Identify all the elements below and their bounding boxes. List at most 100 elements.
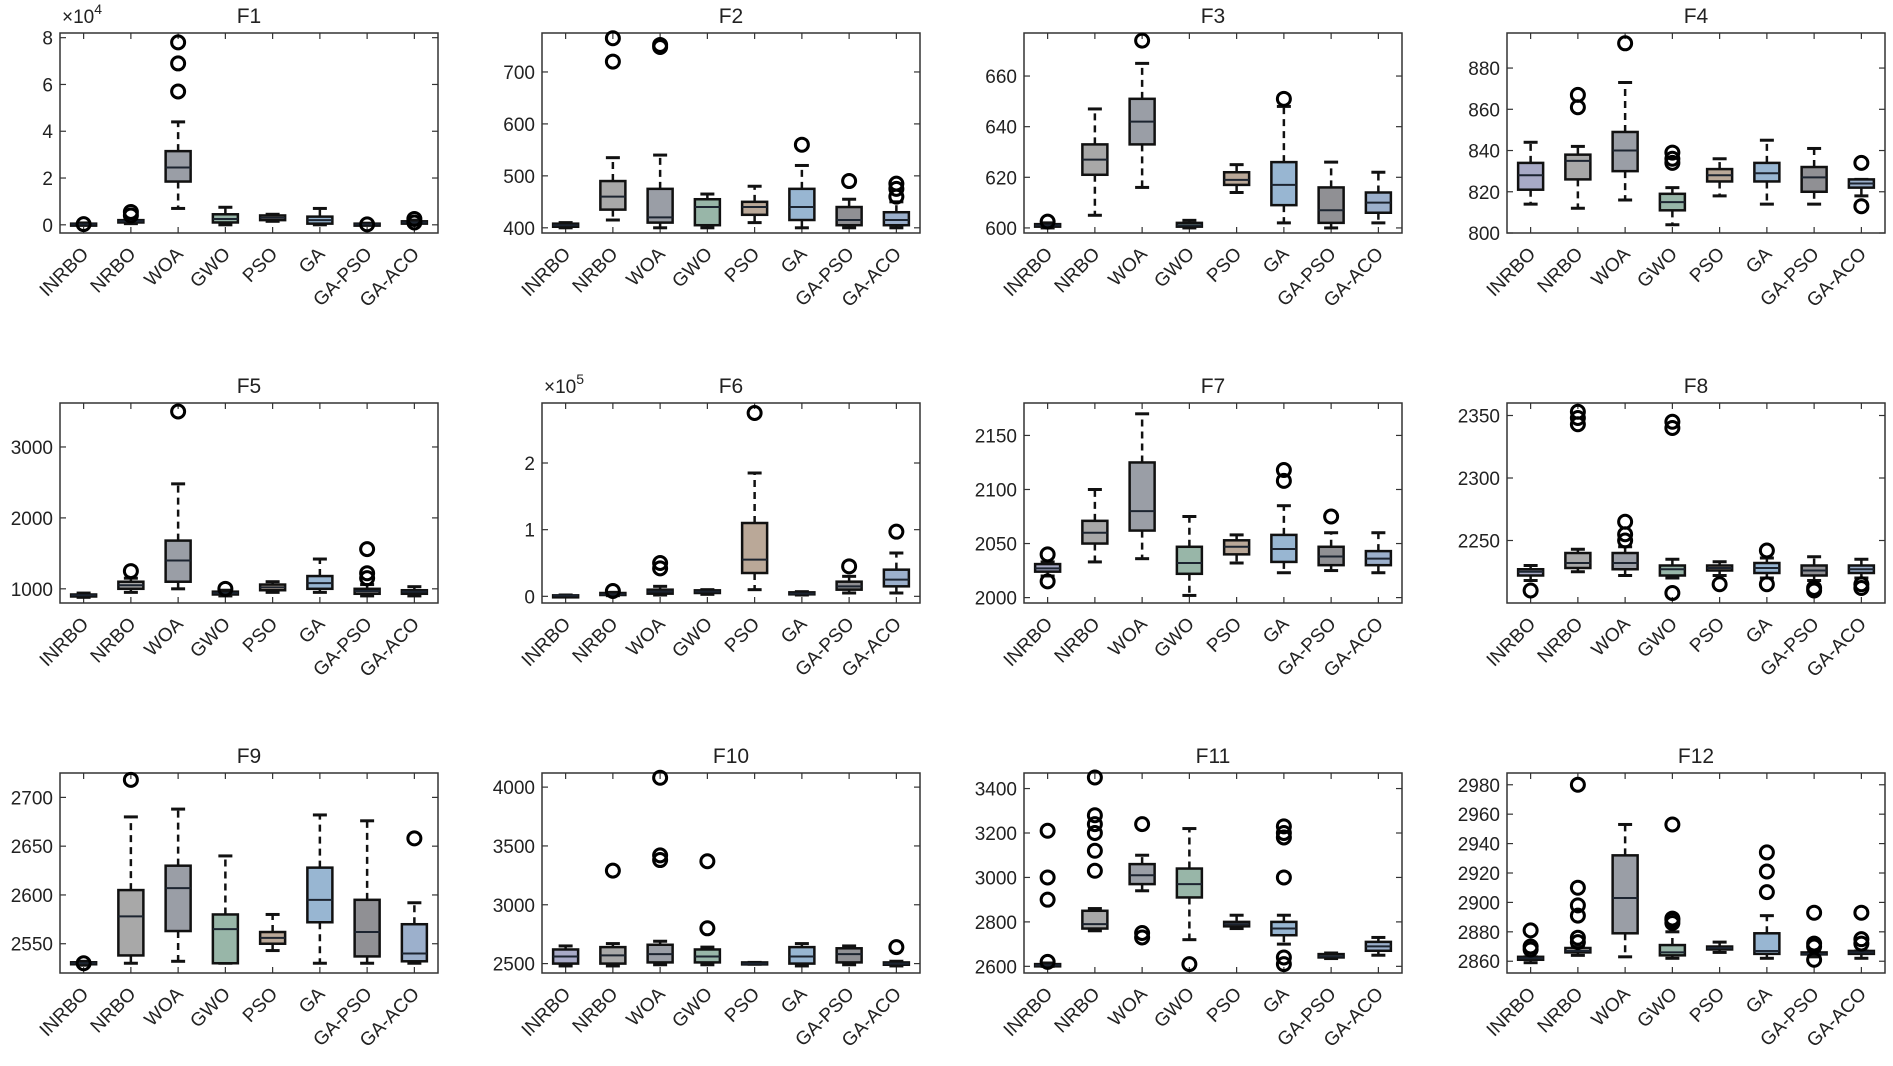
panel-title: F11 [1196, 745, 1231, 768]
panel-f12: F12 2860 2880 2900 2920 2940 2960 2980 INRBONRBO… [1458, 745, 1886, 1052]
outlier-point [359, 216, 376, 233]
outlier-point [1617, 513, 1634, 530]
axes-frame [541, 32, 921, 234]
x-tick-label: WOA [1105, 243, 1152, 290]
axes-frame [1023, 772, 1403, 974]
box-ga-aco [1847, 154, 1876, 215]
x-tick-label: PSO [721, 614, 764, 657]
box-iqr [693, 197, 722, 227]
panel-title: F5 [237, 375, 262, 398]
box-ga [306, 813, 334, 965]
outlier-point [746, 405, 763, 421]
x-tick-label: WOA [623, 983, 670, 1030]
outlier-point [1181, 956, 1198, 973]
x-tick-label: GWO [1633, 614, 1681, 662]
outlier-point [1134, 925, 1151, 941]
box-ga [1753, 844, 1781, 960]
box-iqr [306, 866, 334, 924]
y-tick-label: 640 [985, 118, 1017, 139]
axis-multiplier: ×104 [62, 1, 102, 28]
outlier-point [1853, 198, 1870, 215]
box-ga-pso [1800, 555, 1828, 599]
box-ga-pso [1800, 904, 1828, 968]
box-ga-aco [1364, 531, 1393, 575]
box-iqr [353, 898, 381, 958]
box-iqr [1611, 854, 1639, 935]
y-tick-label: 1 [524, 521, 535, 542]
axes-frame [59, 402, 439, 604]
box-ga-pso [353, 819, 381, 965]
outlier-point [1086, 769, 1103, 786]
axes-frame [1506, 402, 1886, 604]
x-tick-label: GA [777, 243, 811, 277]
box-iqr [1128, 862, 1156, 886]
x-tick-label: WOA [141, 983, 188, 1030]
axis-multiplier: ×105 [544, 371, 584, 398]
x-tick-label: INRBO [36, 614, 93, 671]
y-tick-label: 800 [1468, 224, 1500, 245]
y-tick-label: 1000 [11, 580, 53, 601]
axis-exponent: 5 [576, 371, 584, 387]
outlier-point [1039, 869, 1056, 886]
box-iqr [117, 888, 145, 957]
box-iqr [1270, 160, 1298, 207]
outlier-point [652, 852, 669, 869]
box-woa [646, 769, 674, 967]
y-tick-label: 600 [985, 219, 1017, 240]
panel-title: F4 [1684, 5, 1709, 28]
box-iqr [788, 945, 816, 965]
outlier-point [888, 175, 905, 192]
x-tick-label: GA [1259, 613, 1293, 647]
panel-title: F9 [237, 745, 262, 768]
box-nrbo [599, 583, 627, 599]
box-pso [258, 912, 287, 953]
y-tick-label: 0 [42, 216, 53, 237]
y-tick-label: 3200 [975, 824, 1017, 845]
outlier-point [170, 55, 187, 72]
x-tick-label: INRBO [1483, 244, 1540, 301]
box-gwo [693, 588, 722, 596]
x-tick-label: WOA [623, 243, 670, 290]
outlier-point [1664, 816, 1681, 833]
x-tick-label: NRBO [87, 244, 141, 298]
outlier-point [1853, 154, 1870, 171]
outlier-point [170, 403, 187, 420]
axes-frame [541, 402, 921, 604]
box-iqr [1658, 564, 1687, 577]
box-ga [788, 136, 816, 230]
outlier-point [793, 136, 810, 153]
x-tick-label: GA [295, 243, 329, 277]
box-woa [1128, 32, 1156, 189]
box-nrbo [1081, 769, 1109, 933]
outlier-point [1039, 891, 1056, 908]
x-tick-label: GA [295, 983, 329, 1017]
box-iqr [1222, 170, 1251, 187]
outlier-point [1275, 869, 1292, 886]
outlier-point [1323, 508, 1340, 525]
axes-frame [1506, 32, 1886, 234]
x-tick-label: PSO [1203, 614, 1246, 657]
x-tick-label: INRBO [1000, 614, 1057, 671]
x-tick-label: WOA [141, 613, 188, 660]
box-pso [1705, 157, 1734, 198]
box-nrbo [599, 862, 627, 968]
box-iqr [164, 864, 192, 933]
x-tick-label: GWO [1150, 984, 1198, 1032]
y-tick-label: 2880 [1458, 923, 1500, 944]
outlier-point [1522, 938, 1539, 955]
outlier-point [1086, 842, 1103, 859]
x-tick-label: NRBO [87, 614, 141, 668]
panel-title: F3 [1201, 5, 1226, 28]
axes-frame [1506, 772, 1886, 974]
y-tick-label: 2960 [1458, 805, 1500, 826]
box-ga-pso [1800, 146, 1828, 206]
box-ga-pso [353, 216, 381, 233]
outlier-point [1664, 150, 1681, 167]
box-pso [1705, 560, 1734, 593]
outlier-point [406, 210, 423, 227]
